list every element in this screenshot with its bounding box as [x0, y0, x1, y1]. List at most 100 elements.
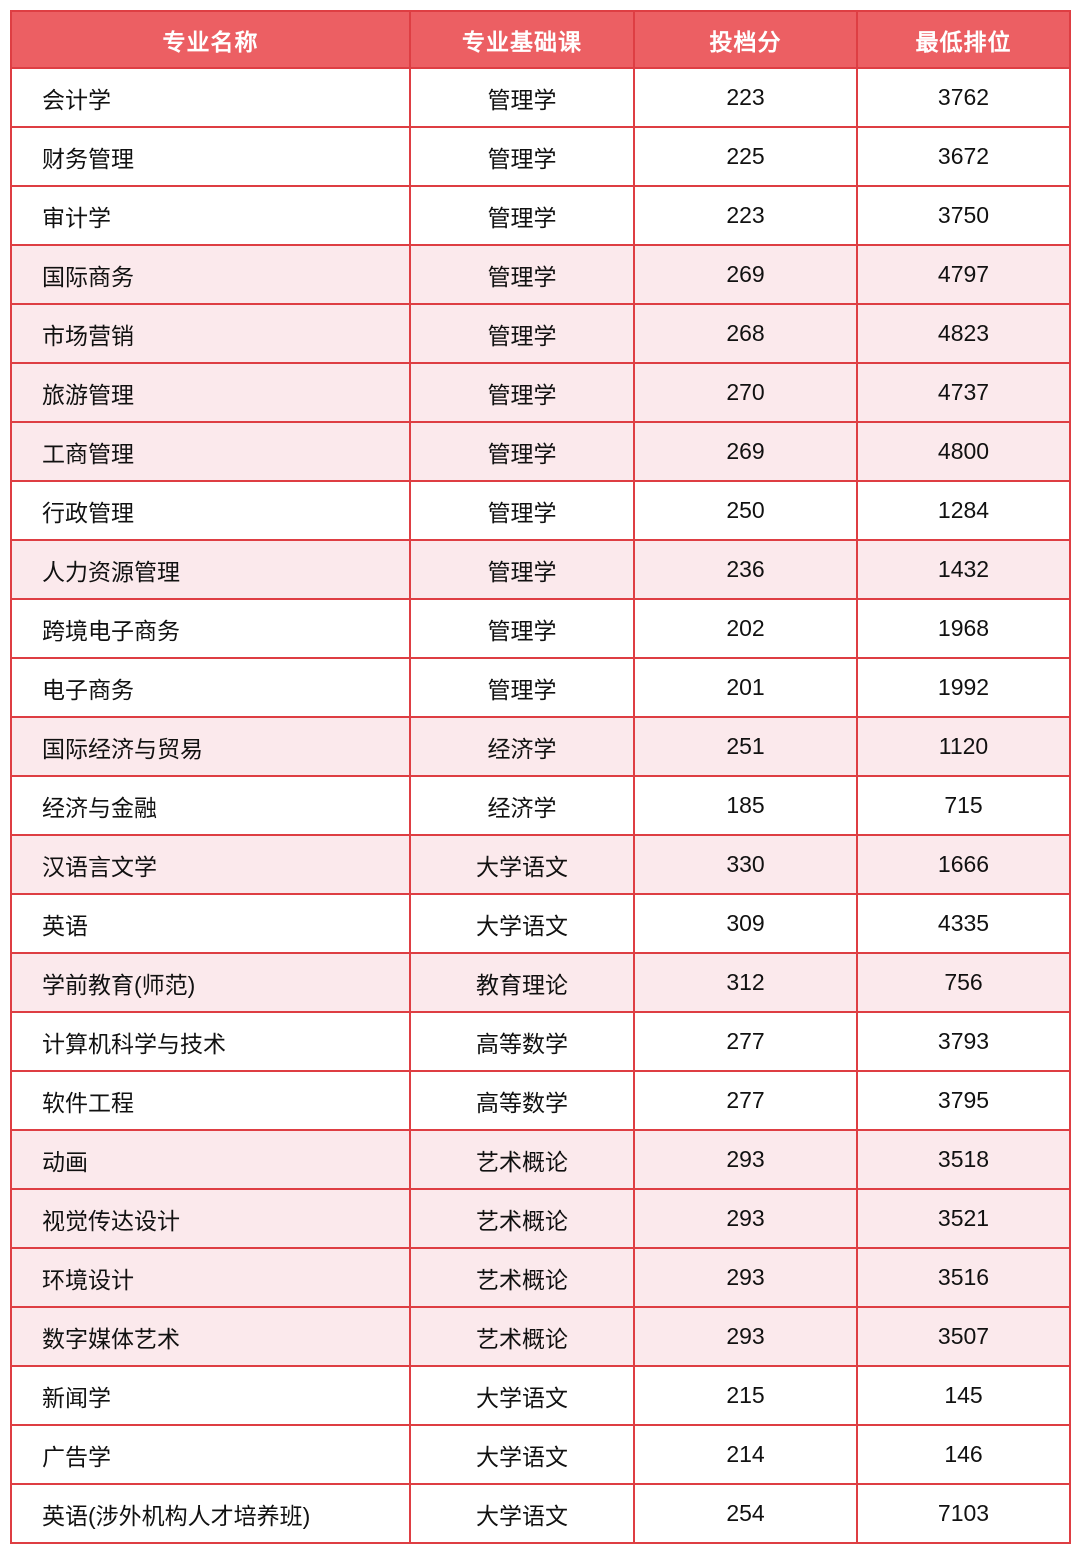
cell-rank: 145 — [856, 1365, 1071, 1426]
cell-major: 学前教育(师范) — [10, 952, 411, 1013]
column-header-rank: 最低排位 — [856, 10, 1071, 69]
cell-course: 管理学 — [409, 480, 635, 541]
cell-major: 数字媒体艺术 — [10, 1306, 411, 1367]
table-row: 财务管理 管理学 225 3672 — [10, 126, 1071, 187]
cell-score: 277 — [633, 1070, 858, 1131]
cell-score: 251 — [633, 716, 858, 777]
cell-major: 工商管理 — [10, 421, 411, 482]
cell-score: 236 — [633, 539, 858, 600]
cell-rank: 3795 — [856, 1070, 1071, 1131]
cell-rank: 4737 — [856, 362, 1071, 423]
cell-rank: 1968 — [856, 598, 1071, 659]
column-header-major: 专业名称 — [10, 10, 411, 69]
cell-major: 经济与金融 — [10, 775, 411, 836]
cell-rank: 3672 — [856, 126, 1071, 187]
admission-score-table: 专业名称 专业基础课 投档分 最低排位 会计学 管理学 223 3762 财务管理 管理学 225… — [10, 10, 1071, 1544]
cell-rank: 1284 — [856, 480, 1071, 541]
cell-major: 软件工程 — [10, 1070, 411, 1131]
table-row: 动画 艺术概论 293 3518 — [10, 1129, 1071, 1190]
cell-course: 管理学 — [409, 303, 635, 364]
cell-major: 新闻学 — [10, 1365, 411, 1426]
cell-major: 环境设计 — [10, 1247, 411, 1308]
table-row: 电子商务 管理学 201 1992 — [10, 657, 1071, 718]
column-header-score: 投档分 — [633, 10, 858, 69]
cell-rank: 1432 — [856, 539, 1071, 600]
cell-rank: 7103 — [856, 1483, 1071, 1544]
cell-major: 电子商务 — [10, 657, 411, 718]
cell-major: 国际商务 — [10, 244, 411, 305]
table-row: 经济与金融 经济学 185 715 — [10, 775, 1071, 836]
table-row: 计算机科学与技术 高等数学 277 3793 — [10, 1011, 1071, 1072]
cell-course: 管理学 — [409, 362, 635, 423]
cell-score: 201 — [633, 657, 858, 718]
cell-course: 大学语文 — [409, 834, 635, 895]
table-row: 软件工程 高等数学 277 3795 — [10, 1070, 1071, 1131]
cell-score: 309 — [633, 893, 858, 954]
cell-course: 大学语文 — [409, 1424, 635, 1485]
table-row: 环境设计 艺术概论 293 3516 — [10, 1247, 1071, 1308]
cell-major: 国际经济与贸易 — [10, 716, 411, 777]
cell-rank: 4335 — [856, 893, 1071, 954]
cell-course: 教育理论 — [409, 952, 635, 1013]
cell-score: 269 — [633, 421, 858, 482]
cell-course: 大学语文 — [409, 1365, 635, 1426]
cell-major: 财务管理 — [10, 126, 411, 187]
cell-course: 经济学 — [409, 716, 635, 777]
cell-score: 269 — [633, 244, 858, 305]
cell-score: 312 — [633, 952, 858, 1013]
cell-course: 管理学 — [409, 598, 635, 659]
table-row: 旅游管理 管理学 270 4737 — [10, 362, 1071, 423]
cell-score: 185 — [633, 775, 858, 836]
table-row: 学前教育(师范) 教育理论 312 756 — [10, 952, 1071, 1013]
table-row: 会计学 管理学 223 3762 — [10, 67, 1071, 128]
cell-score: 215 — [633, 1365, 858, 1426]
cell-score: 250 — [633, 480, 858, 541]
cell-rank: 3518 — [856, 1129, 1071, 1190]
cell-rank: 1120 — [856, 716, 1071, 777]
table-row: 人力资源管理 管理学 236 1432 — [10, 539, 1071, 600]
cell-major: 视觉传达设计 — [10, 1188, 411, 1249]
cell-course: 管理学 — [409, 657, 635, 718]
cell-rank: 4797 — [856, 244, 1071, 305]
cell-course: 艺术概论 — [409, 1247, 635, 1308]
cell-rank: 3516 — [856, 1247, 1071, 1308]
cell-course: 经济学 — [409, 775, 635, 836]
table-row: 国际经济与贸易 经济学 251 1120 — [10, 716, 1071, 777]
cell-rank: 3507 — [856, 1306, 1071, 1367]
table-row: 市场营销 管理学 268 4823 — [10, 303, 1071, 364]
cell-major: 跨境电子商务 — [10, 598, 411, 659]
cell-rank: 3521 — [856, 1188, 1071, 1249]
header-row: 专业名称 专业基础课 投档分 最低排位 — [10, 10, 1071, 69]
table-row: 新闻学 大学语文 215 145 — [10, 1365, 1071, 1426]
cell-score: 293 — [633, 1247, 858, 1308]
cell-score: 293 — [633, 1188, 858, 1249]
cell-course: 管理学 — [409, 185, 635, 246]
cell-major: 英语(涉外机构人才培养班) — [10, 1483, 411, 1544]
cell-score: 225 — [633, 126, 858, 187]
cell-score: 254 — [633, 1483, 858, 1544]
column-header-course: 专业基础课 — [409, 10, 635, 69]
cell-score: 214 — [633, 1424, 858, 1485]
cell-score: 270 — [633, 362, 858, 423]
table-row: 英语(涉外机构人才培养班) 大学语文 254 7103 — [10, 1483, 1071, 1544]
cell-course: 管理学 — [409, 539, 635, 600]
cell-major: 旅游管理 — [10, 362, 411, 423]
cell-rank: 3750 — [856, 185, 1071, 246]
cell-rank: 3762 — [856, 67, 1071, 128]
cell-score: 330 — [633, 834, 858, 895]
cell-rank: 756 — [856, 952, 1071, 1013]
table-row: 行政管理 管理学 250 1284 — [10, 480, 1071, 541]
cell-major: 人力资源管理 — [10, 539, 411, 600]
cell-course: 管理学 — [409, 67, 635, 128]
cell-rank: 146 — [856, 1424, 1071, 1485]
cell-course: 大学语文 — [409, 893, 635, 954]
table-row: 国际商务 管理学 269 4797 — [10, 244, 1071, 305]
cell-score: 268 — [633, 303, 858, 364]
table-row: 审计学 管理学 223 3750 — [10, 185, 1071, 246]
cell-major: 市场营销 — [10, 303, 411, 364]
cell-score: 293 — [633, 1306, 858, 1367]
cell-score: 293 — [633, 1129, 858, 1190]
table-row: 英语 大学语文 309 4335 — [10, 893, 1071, 954]
cell-course: 艺术概论 — [409, 1306, 635, 1367]
